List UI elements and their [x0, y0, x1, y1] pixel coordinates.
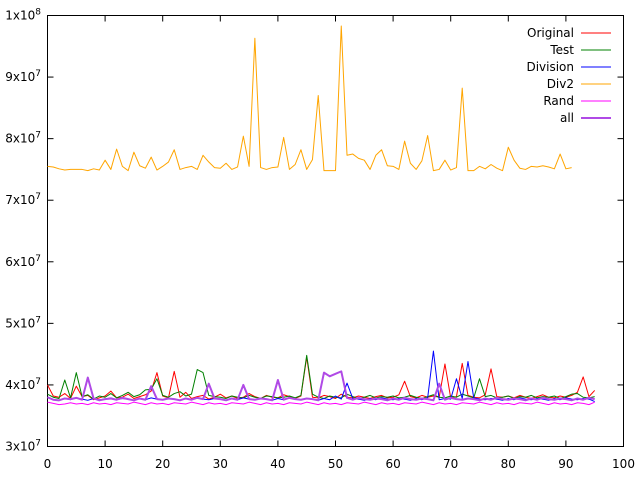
- x-tick-label: 100: [612, 457, 635, 471]
- x-tick-label: 0: [44, 457, 52, 471]
- y-tick-mantissa: 8x10: [5, 132, 35, 146]
- series-line-test: [47, 354, 595, 400]
- y-tick-label: 6x107: [5, 254, 41, 269]
- legend-label: Div2: [547, 77, 574, 91]
- x-tick-label: 70: [443, 457, 458, 471]
- series-line-div2: [47, 25, 572, 172]
- y-tick-mantissa: 1x10: [5, 9, 35, 23]
- y-tick-label: 5x107: [5, 315, 41, 330]
- y-tick-exponent: 7: [35, 192, 41, 202]
- legend-label: Test: [549, 43, 574, 57]
- series-line-all: [47, 370, 595, 402]
- y-tick-label: 8x107: [5, 131, 41, 146]
- y-tick-exponent: 7: [35, 315, 41, 325]
- x-tick-label: 60: [385, 457, 400, 471]
- y-tick-label: 7x107: [5, 192, 41, 207]
- series-line-rand: [47, 401, 595, 406]
- y-tick-mantissa: 9x10: [5, 70, 35, 84]
- y-tick-exponent: 7: [35, 254, 41, 264]
- x-tick-label: 30: [213, 457, 228, 471]
- legend: Original Test Division Div2 Rand all: [526, 26, 611, 125]
- legend-label: Original: [527, 26, 574, 40]
- y-tick-exponent: 7: [35, 377, 41, 387]
- series-layer: [47, 25, 596, 406]
- x-tick-label: 50: [328, 457, 343, 471]
- legend-label: Rand: [543, 94, 574, 108]
- y-tick-label: 9x107: [5, 69, 41, 84]
- y-tick-exponent: 7: [35, 69, 41, 79]
- x-tick-label: 20: [155, 457, 170, 471]
- x-axis: 0 10 20 30 40 50 60 70 80 90 100: [44, 15, 635, 471]
- y-tick-exponent: 8: [35, 8, 41, 18]
- y-tick-label: 3x107: [5, 439, 41, 454]
- y-tick-exponent: 7: [35, 439, 41, 449]
- y-tick-label: 1x108: [5, 8, 41, 23]
- legend-label: Division: [526, 60, 574, 74]
- y-tick-mantissa: 4x10: [5, 378, 35, 392]
- y-tick-exponent: 7: [35, 131, 41, 141]
- x-tick-label: 10: [97, 457, 112, 471]
- x-tick-label: 90: [558, 457, 573, 471]
- x-tick-label: 80: [501, 457, 516, 471]
- y-tick-mantissa: 6x10: [5, 255, 35, 269]
- plot-frame: [47, 15, 624, 447]
- y-tick-label: 4x107: [5, 377, 41, 392]
- y-tick-mantissa: 3x10: [5, 440, 35, 454]
- y-tick-mantissa: 7x10: [5, 193, 35, 207]
- y-tick-mantissa: 5x10: [5, 316, 35, 330]
- x-tick-label: 40: [270, 457, 285, 471]
- legend-label: all: [560, 111, 574, 125]
